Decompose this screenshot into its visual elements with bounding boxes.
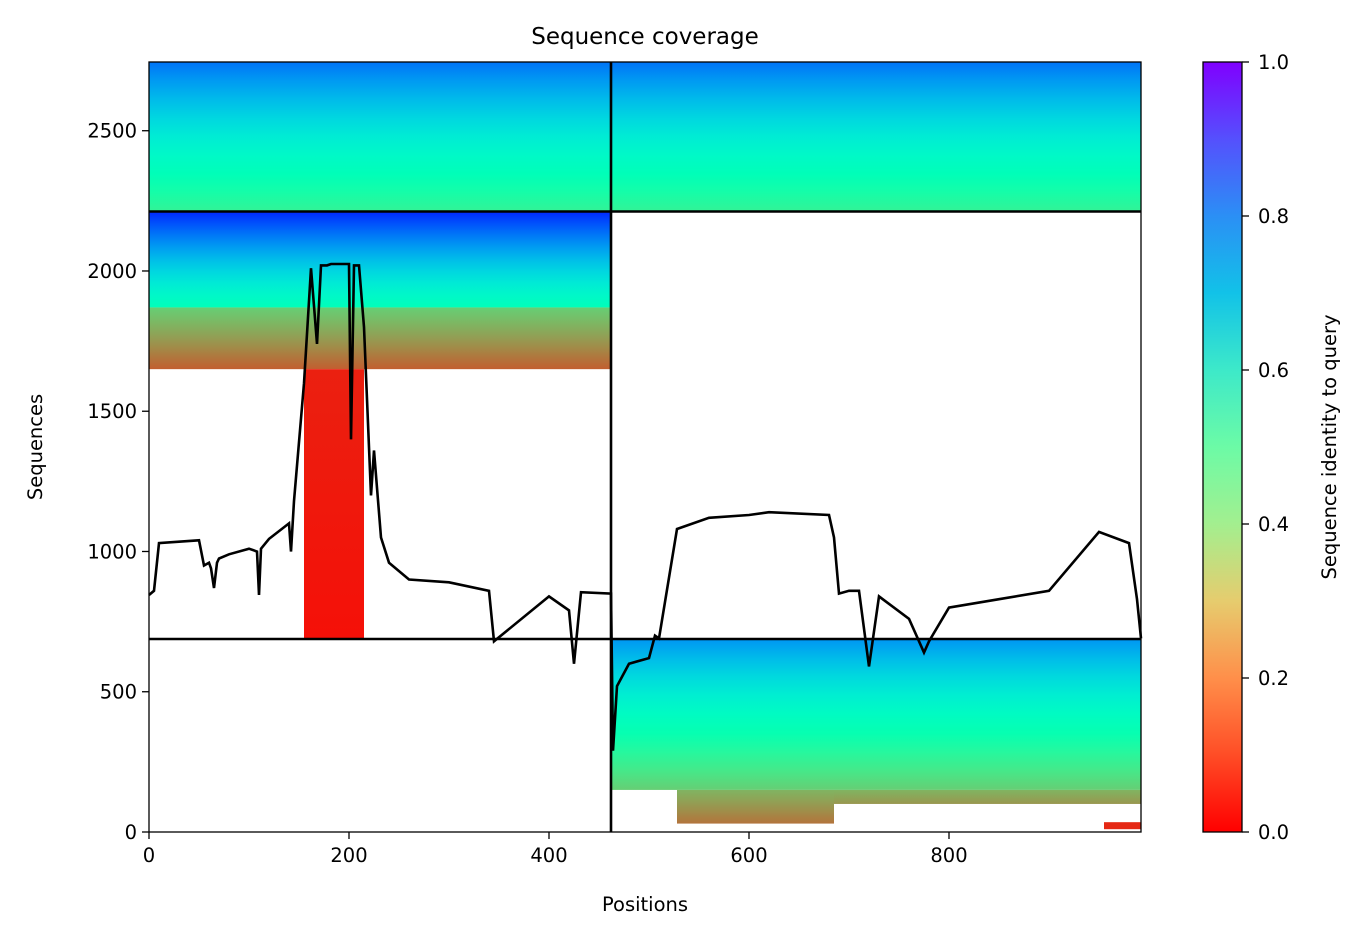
colorbar-tick-label: 0.6 xyxy=(1258,359,1289,382)
x-tick-label: 600 xyxy=(730,844,767,867)
colorbar-tick-label: 1.0 xyxy=(1258,51,1289,74)
y-tick-label: 2500 xyxy=(87,120,137,143)
colorbar-tick-label: 0.8 xyxy=(1258,205,1289,228)
x-tick-label: 0 xyxy=(143,844,155,867)
x-tick-label: 800 xyxy=(930,844,967,867)
coverage-block xyxy=(611,62,1141,212)
x-axis-ticks: 0 200 400 600 800 xyxy=(143,832,968,867)
chain-boundaries xyxy=(149,62,1141,832)
y-axis-label: Sequences xyxy=(24,394,47,500)
colorbar xyxy=(1202,61,1243,833)
y-tick-label: 500 xyxy=(100,681,137,704)
colorbar-tick-label: 0.2 xyxy=(1258,667,1289,690)
colorbar-label: Sequence identity to query xyxy=(1318,314,1341,579)
x-axis-label: Positions xyxy=(602,893,688,916)
coverage-block xyxy=(149,62,611,212)
coverage-block xyxy=(149,307,611,370)
chart-title: Sequence coverage xyxy=(531,24,759,50)
coverage-block xyxy=(304,369,364,640)
colorbar-ticks: 0.0 0.2 0.4 0.6 0.8 1.0 xyxy=(1242,51,1289,844)
coverage-block xyxy=(1104,822,1141,830)
y-tick-label: 1500 xyxy=(87,400,137,423)
x-tick-label: 400 xyxy=(530,844,567,867)
coverage-block xyxy=(149,211,611,308)
x-tick-label: 200 xyxy=(330,844,367,867)
y-tick-label: 0 xyxy=(125,821,137,844)
y-tick-label: 1000 xyxy=(87,540,137,563)
coverage-block xyxy=(611,639,1141,790)
colorbar-tick-label: 0.0 xyxy=(1258,821,1289,844)
y-axis-ticks: 0 500 1000 1500 2000 2500 xyxy=(87,120,149,844)
coverage-block xyxy=(677,789,834,824)
coverage-blocks xyxy=(149,62,1141,830)
coverage-block xyxy=(834,789,1141,804)
plot-frame xyxy=(148,61,1142,833)
y-tick-label: 2000 xyxy=(87,260,137,283)
colorbar-tick-label: 0.4 xyxy=(1258,513,1289,536)
coverage-line xyxy=(148,262,1143,751)
